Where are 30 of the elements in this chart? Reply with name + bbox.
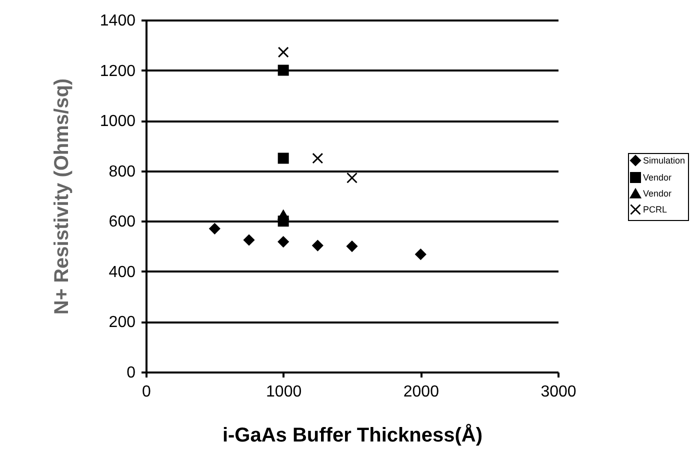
x-tick-label: 1000 — [266, 384, 302, 400]
x-tick-label: 3000 — [540, 384, 576, 400]
y-tick-label: 800 — [108, 163, 136, 180]
y-axis-title: N+ Resistivity (Ohms/sq) — [50, 78, 73, 315]
y-tick-label: 1400 — [100, 12, 136, 30]
point — [415, 248, 426, 260]
legend-label: Vendor — [643, 172, 672, 182]
point — [278, 152, 289, 164]
legend-label: PCRL — [643, 204, 668, 214]
y-tick-label: 1200 — [100, 62, 136, 80]
x-tick-label: 2000 — [403, 384, 440, 400]
point — [346, 172, 358, 184]
y-tick-label: 1000 — [100, 113, 136, 130]
legend-label: Vendor — [643, 188, 672, 198]
x-tick-label: 0 — [142, 384, 152, 400]
point — [312, 152, 324, 164]
point — [312, 240, 324, 252]
point — [278, 64, 289, 76]
point — [278, 236, 289, 248]
x-axis-title: i-GaAs Buffer Thickness(Å) — [222, 424, 483, 446]
y-tick-label: 200 — [108, 314, 136, 332]
y-tick-label: 400 — [108, 264, 136, 281]
y-tick-label: 0 — [126, 364, 136, 382]
point — [209, 223, 220, 234]
point — [346, 240, 358, 252]
point — [278, 46, 289, 58]
y-tick-label: 600 — [108, 214, 136, 231]
point — [278, 210, 289, 220]
point — [244, 234, 254, 246]
legend-label: Simulation — [643, 156, 686, 166]
